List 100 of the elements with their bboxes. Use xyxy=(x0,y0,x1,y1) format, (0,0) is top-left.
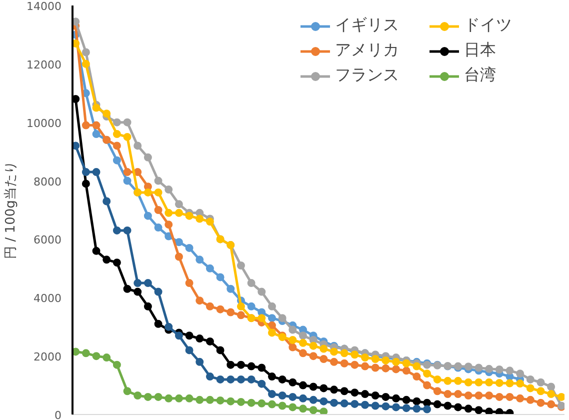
point xyxy=(268,328,276,337)
point xyxy=(474,406,483,414)
point xyxy=(144,279,152,288)
point xyxy=(278,402,286,410)
point xyxy=(92,121,100,130)
point xyxy=(340,387,348,396)
point xyxy=(123,168,132,176)
point xyxy=(495,378,504,387)
point xyxy=(82,349,90,358)
point xyxy=(174,208,183,217)
point xyxy=(226,360,235,369)
point xyxy=(444,390,452,398)
point xyxy=(154,288,162,296)
point xyxy=(102,197,111,206)
point xyxy=(196,358,204,366)
point xyxy=(361,354,370,362)
point xyxy=(288,336,297,344)
point xyxy=(536,398,545,407)
point xyxy=(226,308,235,316)
point xyxy=(423,398,432,407)
point xyxy=(298,394,307,402)
point xyxy=(82,48,90,56)
point xyxy=(206,302,214,310)
point xyxy=(412,404,421,413)
point xyxy=(309,382,318,391)
point xyxy=(268,321,276,330)
point xyxy=(495,366,504,374)
point xyxy=(164,208,173,217)
point xyxy=(536,387,545,396)
point xyxy=(123,118,132,126)
point xyxy=(72,142,80,150)
legend-label: フランス xyxy=(335,65,400,86)
point xyxy=(247,302,256,310)
point xyxy=(423,370,432,378)
point xyxy=(288,403,297,412)
point xyxy=(402,404,410,412)
point xyxy=(134,288,142,296)
point xyxy=(392,358,400,366)
point xyxy=(144,212,152,220)
point xyxy=(247,398,256,407)
point xyxy=(485,392,494,400)
point xyxy=(82,168,90,176)
point xyxy=(268,314,276,322)
point xyxy=(72,39,80,48)
point xyxy=(185,394,194,402)
point xyxy=(247,279,256,288)
point xyxy=(164,394,173,402)
point xyxy=(144,392,152,401)
point xyxy=(485,364,494,373)
legend-label: 日本 xyxy=(464,40,497,61)
point xyxy=(236,262,245,270)
point xyxy=(154,320,162,328)
point xyxy=(526,384,534,392)
point xyxy=(206,396,214,404)
point xyxy=(536,378,545,386)
point xyxy=(72,18,80,26)
point xyxy=(196,296,204,305)
point xyxy=(216,375,224,384)
point xyxy=(371,392,380,400)
legend-label: ドイツ xyxy=(464,15,513,36)
point xyxy=(185,346,194,354)
point xyxy=(185,244,194,252)
y-tick-label: 2000 xyxy=(34,350,62,364)
point xyxy=(185,212,194,220)
point xyxy=(154,188,162,196)
point xyxy=(350,350,359,359)
point xyxy=(392,394,400,402)
point xyxy=(382,364,390,372)
y-tick-label: 0 xyxy=(54,409,62,420)
point xyxy=(174,332,183,340)
point xyxy=(216,273,224,282)
point xyxy=(361,362,370,370)
point xyxy=(112,258,121,267)
point xyxy=(164,186,173,194)
point xyxy=(474,392,483,400)
point xyxy=(350,388,359,397)
point xyxy=(258,399,266,408)
point xyxy=(92,168,100,176)
point xyxy=(174,238,183,246)
point xyxy=(516,394,524,402)
point xyxy=(144,153,152,162)
point xyxy=(361,400,370,409)
point xyxy=(350,360,359,369)
point xyxy=(288,326,297,334)
point xyxy=(102,110,111,118)
point xyxy=(268,400,276,408)
legend-label: 台湾 xyxy=(464,65,497,86)
point xyxy=(330,398,338,407)
y-tick-label: 14000 xyxy=(26,0,62,13)
point xyxy=(298,349,307,358)
y-tick-label: 10000 xyxy=(26,116,62,130)
point xyxy=(216,305,224,314)
point xyxy=(196,214,204,223)
point xyxy=(226,397,235,406)
point xyxy=(236,398,245,406)
point xyxy=(288,392,297,401)
point xyxy=(298,404,307,413)
point xyxy=(412,397,421,406)
point xyxy=(371,355,380,363)
point xyxy=(288,378,297,386)
